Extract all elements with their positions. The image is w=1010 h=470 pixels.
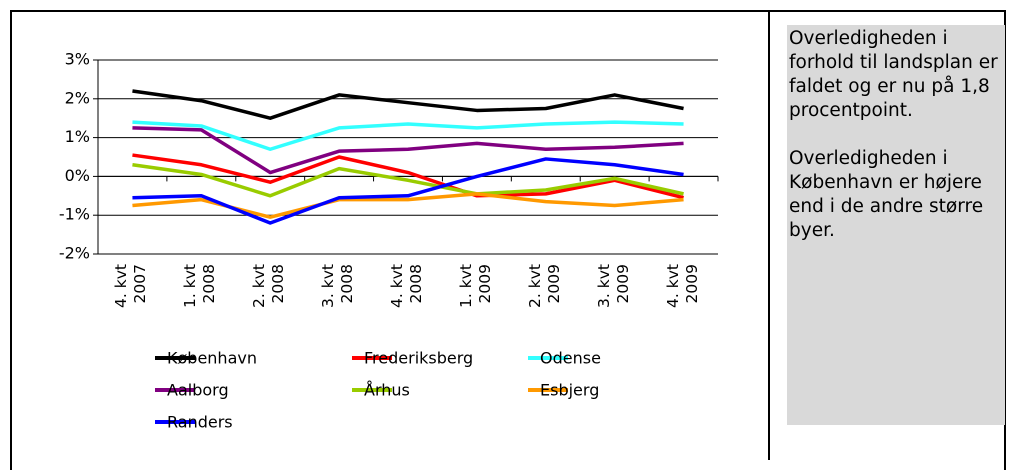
sidebar: Overledigheden i forhold til landsplan e… — [787, 25, 1005, 425]
series-line — [132, 89, 684, 120]
x-tick-label: 1. kvt 2008 — [181, 264, 219, 308]
legend-label: Esbjerg — [540, 381, 599, 400]
frame — [10, 10, 1006, 470]
legend-label: Odense — [540, 349, 601, 368]
series-line — [132, 157, 684, 225]
page: {"chart_data": {"type": "line", "categor… — [10, 10, 1006, 470]
x-tick-label: 3. kvt 2008 — [319, 264, 357, 308]
legend-label: Aalborg — [167, 381, 229, 400]
sidebar-text: Overledigheden i København er højere end… — [789, 148, 984, 241]
x-tick-label: 4. kvt 2007 — [112, 264, 150, 308]
y-tick-label: 2% — [65, 88, 90, 107]
x-tick-label: 2. kvt 2009 — [525, 264, 563, 308]
series-line — [132, 163, 684, 198]
y-tick-label: -1% — [59, 205, 90, 224]
legend-label: København — [167, 349, 257, 368]
chart: -2% -1% 0% 1% 2% 3% København Frederiksberg Oden… — [59, 50, 719, 432]
legend-label: Randers — [167, 413, 233, 432]
y-tick-label: 3% — [65, 50, 90, 69]
divider — [768, 10, 770, 460]
x-tick-label: 3. kvt 2009 — [594, 264, 632, 308]
x-tick-label: 4. kvt 2009 — [663, 264, 701, 308]
y-tick-label: 1% — [65, 127, 90, 146]
legend-label: Århus — [364, 381, 410, 400]
series-line — [132, 153, 684, 200]
x-tick-label: 4. kvt 2008 — [388, 264, 425, 308]
y-tick-label: -2% — [59, 244, 90, 263]
legend-label: Frederiksberg — [364, 349, 473, 368]
series-line — [132, 120, 684, 151]
sidebar-text: Overledigheden i forhold til landsplan e… — [789, 28, 998, 121]
series-line — [132, 126, 684, 175]
y-tick-label: 0% — [65, 166, 90, 185]
x-tick-label: 1. kvt 2009 — [456, 264, 494, 308]
x-tick-label: 2. kvt 2008 — [250, 264, 288, 308]
